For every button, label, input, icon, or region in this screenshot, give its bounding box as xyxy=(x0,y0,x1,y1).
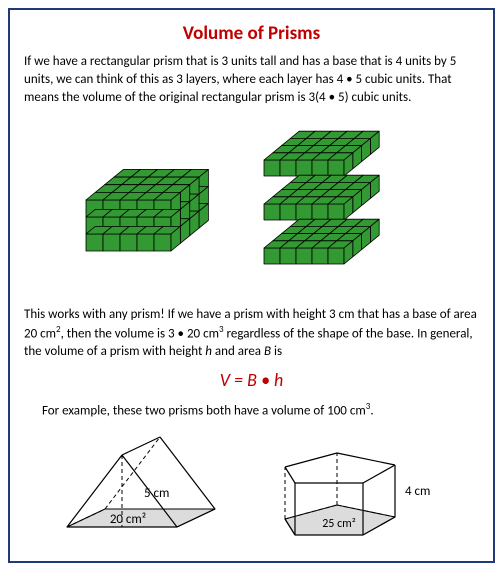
pentagonal-prism-icon: 25 cm² 4 cm xyxy=(277,437,457,547)
page-title: Volume of Prisms xyxy=(24,22,479,45)
svg-text:4 cm: 4 cm xyxy=(405,484,430,499)
paragraph-1: If we have a rectangular prism that is 3… xyxy=(24,53,479,108)
svg-text:20 cm²: 20 cm² xyxy=(109,512,145,527)
cube-diagrams xyxy=(24,120,479,290)
volume-formula: V = B • h xyxy=(24,369,479,391)
triangular-prism-icon: 5 cm 20 cm² xyxy=(47,427,247,547)
paragraph-3: For example, these two prisms both have … xyxy=(24,401,479,421)
layered-prism-icon xyxy=(256,120,426,290)
paragraph-2: This works with any prism! If we have a … xyxy=(24,306,479,362)
document-frame: Volume of Prisms If we have a rectangula… xyxy=(8,8,495,563)
solid-prism-icon xyxy=(78,150,228,260)
prism-examples: 5 cm 20 cm² 25 cm² 4 cm xyxy=(24,427,479,547)
svg-text:5 cm: 5 cm xyxy=(144,486,169,501)
svg-text:25 cm²: 25 cm² xyxy=(322,517,356,531)
